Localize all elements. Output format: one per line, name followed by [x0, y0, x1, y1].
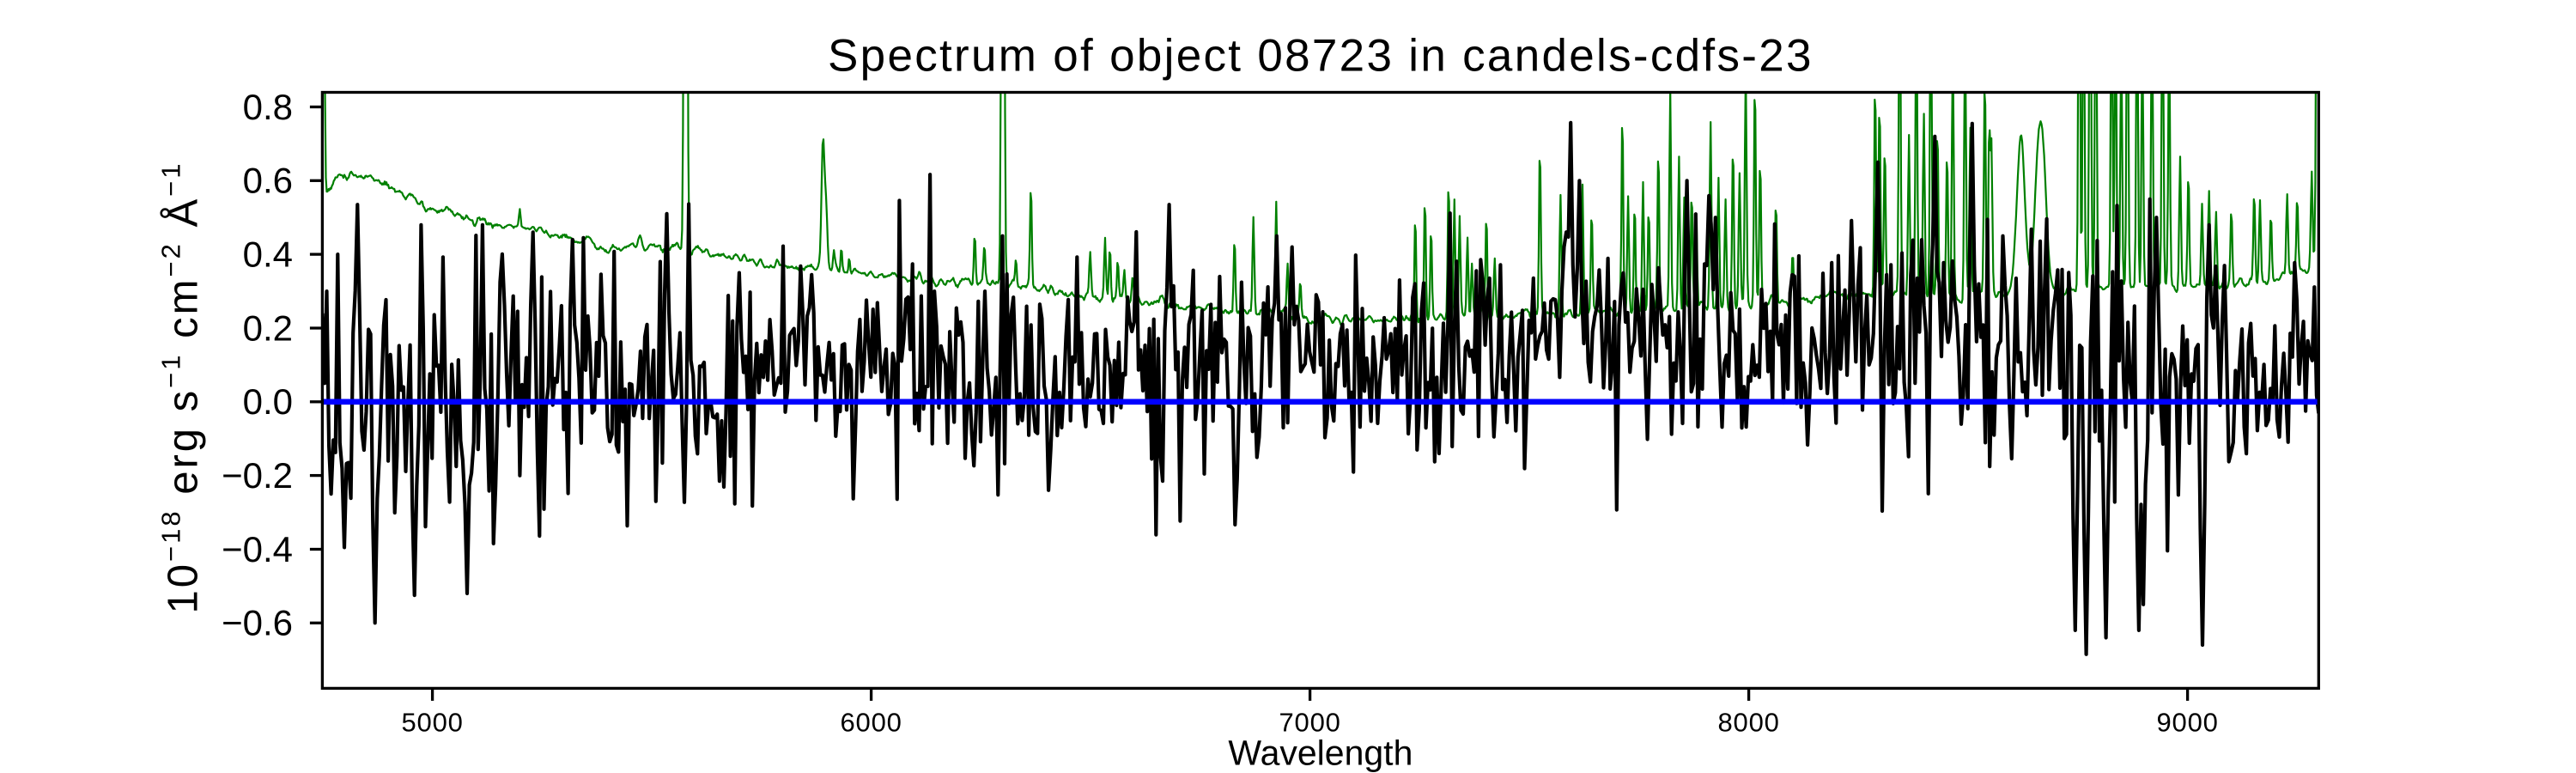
svg-text:0.2: 0.2 [243, 307, 293, 348]
svg-text:0.6: 0.6 [243, 161, 293, 201]
svg-text:6000: 6000 [841, 708, 902, 738]
svg-text:Spectrum of object 08723 in ca: Spectrum of object 08723 in candels-cdfs… [828, 31, 1814, 82]
svg-text:5000: 5000 [402, 708, 464, 738]
svg-text:−0.6: −0.6 [222, 603, 293, 643]
svg-text:8000: 8000 [1718, 708, 1780, 738]
svg-text:−0.4: −0.4 [222, 529, 293, 569]
svg-text:7000: 7000 [1279, 708, 1341, 738]
svg-text:0.8: 0.8 [243, 87, 293, 127]
svg-text:Wavelength: Wavelength [1228, 733, 1413, 772]
svg-text:0.0: 0.0 [243, 381, 293, 422]
svg-text:0.4: 0.4 [243, 234, 293, 275]
svg-text:−0.2: −0.2 [222, 455, 293, 496]
svg-text:9000: 9000 [2157, 708, 2219, 738]
